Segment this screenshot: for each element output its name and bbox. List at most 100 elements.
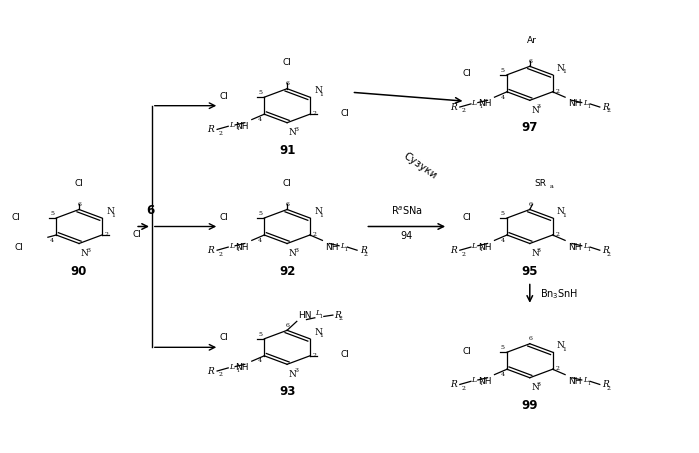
Text: 2: 2 [607, 108, 611, 113]
Text: Cl: Cl [340, 351, 350, 359]
Text: 1: 1 [236, 126, 240, 131]
Text: 5: 5 [258, 91, 262, 96]
Text: 4: 4 [258, 117, 262, 122]
Text: N: N [106, 207, 114, 216]
Text: N: N [289, 249, 296, 258]
Text: R: R [208, 125, 215, 134]
Text: NH: NH [325, 243, 339, 251]
Text: Cl: Cl [462, 347, 471, 356]
Text: 2: 2 [219, 131, 222, 136]
Text: 6: 6 [528, 336, 533, 341]
Text: R: R [450, 102, 457, 111]
Text: HN: HN [298, 311, 312, 320]
Text: 1: 1 [319, 212, 324, 217]
Text: 4: 4 [500, 238, 505, 243]
Text: R: R [334, 311, 341, 320]
Text: Cl: Cl [340, 109, 350, 118]
Text: 6: 6 [528, 58, 533, 63]
Text: Cl: Cl [462, 212, 471, 222]
Text: 4: 4 [50, 238, 54, 243]
Text: L: L [583, 376, 589, 384]
Text: L: L [471, 376, 477, 384]
Text: NH: NH [568, 243, 582, 251]
Text: 97: 97 [521, 121, 538, 135]
Text: Cl: Cl [462, 69, 471, 78]
Text: 6: 6 [286, 81, 289, 86]
Text: 3: 3 [537, 247, 541, 252]
Text: NH: NH [478, 243, 491, 251]
Text: 1: 1 [319, 313, 323, 318]
Text: 1: 1 [480, 381, 482, 386]
Text: L: L [229, 362, 233, 371]
Text: 1: 1 [112, 212, 115, 217]
Text: 2: 2 [312, 353, 317, 358]
Text: 99: 99 [521, 399, 538, 412]
Text: NH: NH [478, 99, 491, 108]
Text: a: a [549, 184, 553, 189]
Text: Cl: Cl [219, 333, 228, 342]
Text: R: R [208, 246, 215, 255]
Text: 1: 1 [480, 104, 482, 109]
Text: Сузуки: Сузуки [401, 151, 439, 181]
Text: 2: 2 [461, 108, 466, 113]
Text: 6: 6 [78, 202, 82, 207]
Text: 3: 3 [294, 368, 298, 373]
Text: N: N [557, 342, 565, 351]
Text: 1: 1 [236, 247, 240, 252]
Text: 3: 3 [537, 104, 541, 109]
Text: N: N [557, 207, 565, 216]
Text: 2: 2 [338, 317, 343, 322]
Text: 6: 6 [286, 202, 289, 207]
Text: Cl: Cl [75, 179, 83, 188]
Text: 95: 95 [521, 265, 538, 278]
Text: 2: 2 [219, 372, 222, 377]
Text: L: L [229, 121, 233, 129]
Text: 2: 2 [607, 251, 611, 256]
Text: SR: SR [534, 179, 546, 188]
Text: 94: 94 [401, 231, 413, 241]
Text: N: N [531, 383, 539, 392]
Text: 4: 4 [500, 95, 505, 100]
Text: R$^a$SNa: R$^a$SNa [391, 204, 423, 217]
Text: N: N [531, 106, 539, 115]
Text: 4: 4 [500, 372, 505, 377]
Text: 1: 1 [587, 104, 591, 109]
Text: N: N [531, 249, 539, 258]
Text: 6: 6 [528, 202, 533, 207]
Text: N: N [314, 87, 322, 96]
Text: Ar: Ar [527, 36, 537, 45]
Text: 1: 1 [345, 247, 347, 252]
Text: 5: 5 [258, 211, 262, 216]
Text: Cl: Cl [282, 58, 291, 67]
Text: 4: 4 [258, 358, 262, 363]
Text: L: L [471, 99, 477, 106]
Text: 2: 2 [607, 386, 611, 391]
Text: R: R [450, 380, 457, 389]
Text: 1: 1 [562, 69, 566, 74]
Text: 5: 5 [50, 211, 54, 216]
Text: NH: NH [236, 363, 249, 372]
Text: L: L [583, 99, 589, 106]
Text: Bn$_3$SnH: Bn$_3$SnH [540, 287, 579, 300]
Text: 2: 2 [219, 251, 222, 256]
Text: R: R [603, 102, 610, 111]
Text: 1: 1 [562, 347, 566, 352]
Text: Cl: Cl [132, 230, 141, 239]
Text: 2: 2 [556, 366, 559, 371]
Text: 1: 1 [236, 368, 240, 373]
Text: R: R [603, 380, 610, 389]
Text: N: N [80, 249, 88, 258]
Text: R: R [360, 246, 366, 255]
Text: Cl: Cl [219, 92, 228, 101]
Text: R: R [450, 246, 457, 255]
Text: NH: NH [568, 377, 582, 386]
Text: 2: 2 [461, 386, 466, 391]
Text: 93: 93 [279, 386, 295, 398]
Text: N: N [289, 370, 296, 379]
Text: 3: 3 [537, 382, 541, 387]
Text: NH: NH [568, 99, 582, 108]
Text: L: L [340, 242, 345, 250]
Text: L: L [229, 242, 233, 250]
Text: 5: 5 [501, 346, 505, 351]
Text: Cl: Cl [219, 212, 228, 222]
